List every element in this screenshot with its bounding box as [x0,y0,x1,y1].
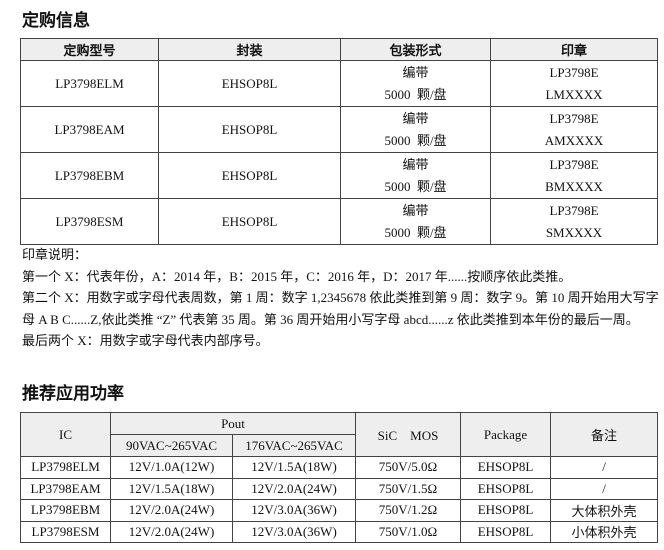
header-packing: 包装形式 [340,38,491,61]
model-cell: LP3798EBM [20,152,159,199]
pout-176-265-cell: 12V/3.0A(36W) [232,520,356,543]
marking-line1: LP3798E [549,156,599,172]
packing-qty: 5000 颗/盘 [384,178,447,194]
package-cell: EHSOP8L [158,106,341,153]
note-line: 印章说明： [22,247,88,262]
packing-type: 编带 [402,64,429,80]
note-line: 最后两个 X：用数字或字母代表内部序号。 [22,333,269,348]
ic-cell: LP3798ELM [20,456,111,479]
packing-cell: 编带 5000 颗/盘 [340,198,491,245]
pout-90-265-cell: 12V/1.0A(12W) [110,456,233,479]
packing-cell: 编带 5000 颗/盘 [340,106,491,153]
table-row: LP3798ELM 12V/1.0A(12W) 12V/1.5A(18W) 750V/… [20,456,658,479]
header-ic: IC [20,412,111,457]
table-row: LP3798EBM 12V/2.0A(24W) 12V/3.0A(36W) 750V/… [20,499,658,522]
pout-90-265-cell: 12V/2.0A(24W) [110,520,233,543]
marking-line2: BMXXXX [545,178,603,194]
mos-cell: 750V/1.0Ω [355,520,461,543]
packing-qty: 5000 颗/盘 [384,86,447,102]
note-line: 第二个 X：用数字或字母代表周数，第 1 周：数字 1,2345678 依此类推… [22,290,659,327]
remark-cell: / [550,477,658,500]
remark-cell: 小体积外壳 [550,520,658,543]
package-cell: EHSOP8L [460,456,551,479]
table-row: LP3798ESM 12V/2.0A(24W) 12V/3.0A(36W) 750V/… [20,520,658,543]
power-title: 推荐应用功率 [22,384,124,404]
marking-cell: LP3798E SMXXXX [490,198,658,245]
pout-90-265-cell: 12V/1.5A(18W) [110,477,233,500]
remark-cell: / [550,456,658,479]
mos-cell: 750V/1.5Ω [355,477,461,500]
power-table: IC Pout SiC MOS Package 备注 90VAC~265VAC … [20,412,658,543]
header-model: 定购型号 [20,38,159,61]
header-package: 封装 [158,38,341,61]
marking-cell: LP3798E LMXXXX [490,60,658,107]
package-cell: EHSOP8L [158,60,341,107]
model-cell: LP3798ESM [20,198,159,245]
pout-176-265-cell: 12V/3.0A(36W) [232,499,356,522]
table-row: LP3798ESM EHSOP8L 编带 5000 颗/盘 LP3798E SMXX… [20,198,658,245]
marking-line1: LP3798E [549,64,599,80]
marking-line1: LP3798E [549,110,599,126]
marking-line2: AMXXXX [544,132,604,148]
pout-90-265-cell: 12V/2.0A(24W) [110,499,233,522]
header-range-90-265: 90VAC~265VAC [110,434,233,457]
header-pout: Pout [110,412,356,435]
table-row: LP3798EBM EHSOP8L 编带 5000 颗/盘 LP3798E BMXX… [20,152,658,199]
header-mos: SiC MOS [355,412,461,457]
header-marking: 印章 [490,38,658,61]
mos-cell: 750V/1.2Ω [355,499,461,522]
package-cell: EHSOP8L [158,198,341,245]
marking-cell: LP3798E AMXXXX [490,106,658,153]
note-line: 第一个 X：代表年份，A：2014 年，B：2015 年，C：2016 年，D：… [22,268,572,284]
package-cell: EHSOP8L [158,152,341,199]
marking-cell: LP3798E BMXXXX [490,152,658,199]
package-cell: EHSOP8L [460,520,551,543]
package-cell: EHSOP8L [460,477,551,500]
packing-cell: 编带 5000 颗/盘 [340,60,491,107]
remark-cell: 大体积外壳 [550,499,658,522]
packing-qty: 5000 颗/盘 [384,132,447,148]
model-cell: LP3798ELM [20,60,159,107]
header-remark: 备注 [550,412,658,457]
marking-line2: SMXXXX [545,224,603,240]
ic-cell: LP3798EAM [20,477,111,500]
marking-line2: LMXXXX [545,86,603,102]
marking-line1: LP3798E [549,202,599,218]
packing-type: 编带 [402,110,429,126]
packing-type: 编带 [402,156,429,172]
packing-type: 编带 [402,202,429,218]
packing-cell: 编带 5000 颗/盘 [340,152,491,199]
header-range-176-265: 176VAC~265VAC [232,434,356,457]
model-cell: LP3798EAM [20,106,159,153]
pout-176-265-cell: 12V/2.0A(24W) [232,477,356,500]
pout-176-265-cell: 12V/1.5A(18W) [232,456,356,479]
ic-cell: LP3798EBM [20,499,111,522]
table-row: LP3798EAM EHSOP8L 编带 5000 颗/盘 LP3798E AMXX… [20,106,658,153]
ordering-table: 定购型号 封装 包装形式 印章 LP3798ELM EHSOP8L 编带 5000… [20,38,658,245]
ordering-title: 定购信息 [22,11,90,31]
ic-cell: LP3798ESM [20,520,111,543]
mos-cell: 750V/5.0Ω [355,456,461,479]
package-cell: EHSOP8L [460,499,551,522]
table-row: LP3798EAM 12V/1.5A(18W) 12V/2.0A(24W) 750V/… [20,477,658,500]
marking-notes: 印章说明： 第一个 X：代表年份，A：2014 年，B：2015 年，C：201… [22,244,662,352]
header-package: Package [460,412,551,457]
table-row: LP3798ELM EHSOP8L 编带 5000 颗/盘 LP3798E LMXX… [20,60,658,107]
packing-qty: 5000 颗/盘 [384,224,447,240]
